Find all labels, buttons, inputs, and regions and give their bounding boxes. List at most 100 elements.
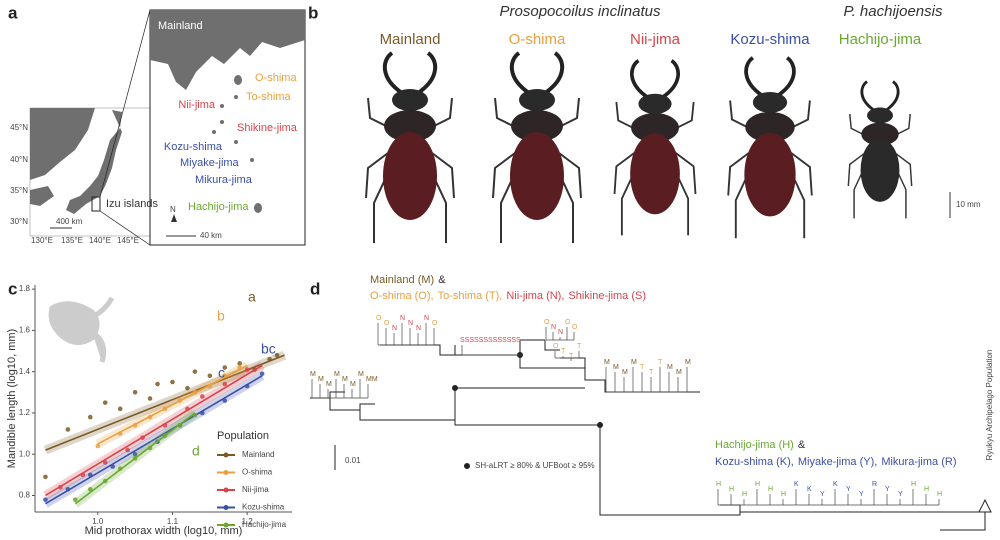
clade-header: Hachijo-jima (H) & xyxy=(715,439,806,451)
point xyxy=(102,400,108,405)
island xyxy=(212,130,216,134)
elytra xyxy=(510,132,564,220)
mandible xyxy=(509,51,565,95)
tip-label: O xyxy=(544,319,550,326)
tip-label: N xyxy=(416,325,421,332)
legend-dot xyxy=(223,522,229,528)
point xyxy=(132,451,138,457)
tip-label: M xyxy=(326,381,332,388)
point xyxy=(87,414,93,420)
population-name: Nii-jima xyxy=(630,31,681,48)
collapsed-clade xyxy=(978,498,992,513)
x-tick-label: 1.2 xyxy=(242,517,254,526)
tip-label: O xyxy=(553,343,559,350)
tip-label: N xyxy=(400,315,405,322)
north-label: N xyxy=(170,205,176,214)
clade-header-part: & xyxy=(438,274,446,286)
tip-label: K xyxy=(833,481,838,488)
tree-branch xyxy=(940,512,986,531)
point xyxy=(207,373,213,379)
tip-label: H xyxy=(937,491,942,498)
annotation: d xyxy=(192,443,200,459)
tip-label: O xyxy=(376,315,382,322)
point xyxy=(132,390,138,395)
pronotum xyxy=(631,113,679,143)
tip-label: SSSSSSSSSSSSS xyxy=(460,337,521,344)
head xyxy=(638,93,672,114)
scale-label: 0.01 xyxy=(345,456,361,465)
mandible xyxy=(630,59,680,99)
island-label: Hachijo-jima xyxy=(188,201,249,213)
tip-label: M xyxy=(334,371,340,378)
annotation: b xyxy=(217,308,225,324)
x-tick-label: 1.1 xyxy=(167,517,179,526)
tip-label: N xyxy=(392,325,397,332)
tip-label: Y xyxy=(859,491,864,498)
land xyxy=(30,186,54,206)
fit-line xyxy=(45,364,263,497)
legend-label: Hachijo-jima xyxy=(242,520,287,529)
pronotum xyxy=(511,110,563,142)
tip-label: Y xyxy=(820,491,825,498)
tip-label: T xyxy=(561,348,566,355)
species-title: P. hachijoensis xyxy=(844,3,943,20)
clade-header: O-shima (O), To-shima (T), Nii-jima (N), Sh… xyxy=(370,290,646,302)
beetle-photos xyxy=(365,51,913,243)
fit-line xyxy=(45,354,285,451)
beetle xyxy=(365,51,455,243)
fit-line xyxy=(74,412,196,505)
support-dot xyxy=(464,463,470,469)
island xyxy=(220,104,224,108)
annotation: a xyxy=(248,289,256,305)
island xyxy=(234,75,242,85)
tip-label: N xyxy=(551,324,556,331)
tree-branch xyxy=(380,339,700,393)
mandible xyxy=(382,51,438,95)
clade-header-part: Kozu-shima (K), xyxy=(715,456,794,468)
legend-dot xyxy=(223,470,229,475)
tip-label: H xyxy=(911,481,916,488)
head xyxy=(392,89,428,111)
y-tick-label: 1.0 xyxy=(19,449,31,458)
leg xyxy=(727,100,813,239)
lon-label: 140°E xyxy=(89,236,111,245)
legend-label: O-shima xyxy=(242,468,273,477)
leg xyxy=(365,97,455,243)
tip-label: M xyxy=(622,369,628,376)
inset-box xyxy=(91,196,101,212)
clade-header-part: Hachijo-jima (H) xyxy=(715,439,794,451)
scale-label: 10 mm xyxy=(956,200,981,209)
clade-header-part: Nii-jima (N), xyxy=(506,290,564,302)
elytra xyxy=(383,132,437,220)
panel-label: b xyxy=(308,3,318,22)
point xyxy=(43,474,48,480)
clade-header-part: To-shima (T), xyxy=(438,290,503,302)
leg xyxy=(847,113,913,219)
beetle xyxy=(727,56,813,239)
tip-label: M xyxy=(676,369,682,376)
tip-label: K xyxy=(794,481,799,488)
head xyxy=(867,107,893,124)
lon-label: 145°E xyxy=(117,236,139,245)
clade-header-part: Mikura-jima (R) xyxy=(881,456,956,468)
island-label: Miyake-jima xyxy=(180,157,240,169)
tip-label: N xyxy=(408,320,413,327)
mandible xyxy=(744,56,796,98)
elytra xyxy=(630,133,680,215)
lat-label: 45°N xyxy=(10,123,28,132)
population-name: Kozu-shima xyxy=(730,31,810,48)
fit-line xyxy=(45,375,263,505)
elytra xyxy=(744,132,796,217)
head xyxy=(752,91,788,113)
legend-label: Nii-jima xyxy=(242,485,269,494)
tip-label: T xyxy=(658,359,663,366)
point xyxy=(65,427,71,432)
tip-label: M xyxy=(342,376,348,383)
legend-label: Mainland xyxy=(242,450,274,459)
tip-label: M xyxy=(310,371,316,378)
land xyxy=(30,108,95,180)
tip-label: Y xyxy=(885,486,890,493)
tip-label: M xyxy=(604,359,610,366)
tip-label: H xyxy=(781,491,786,498)
